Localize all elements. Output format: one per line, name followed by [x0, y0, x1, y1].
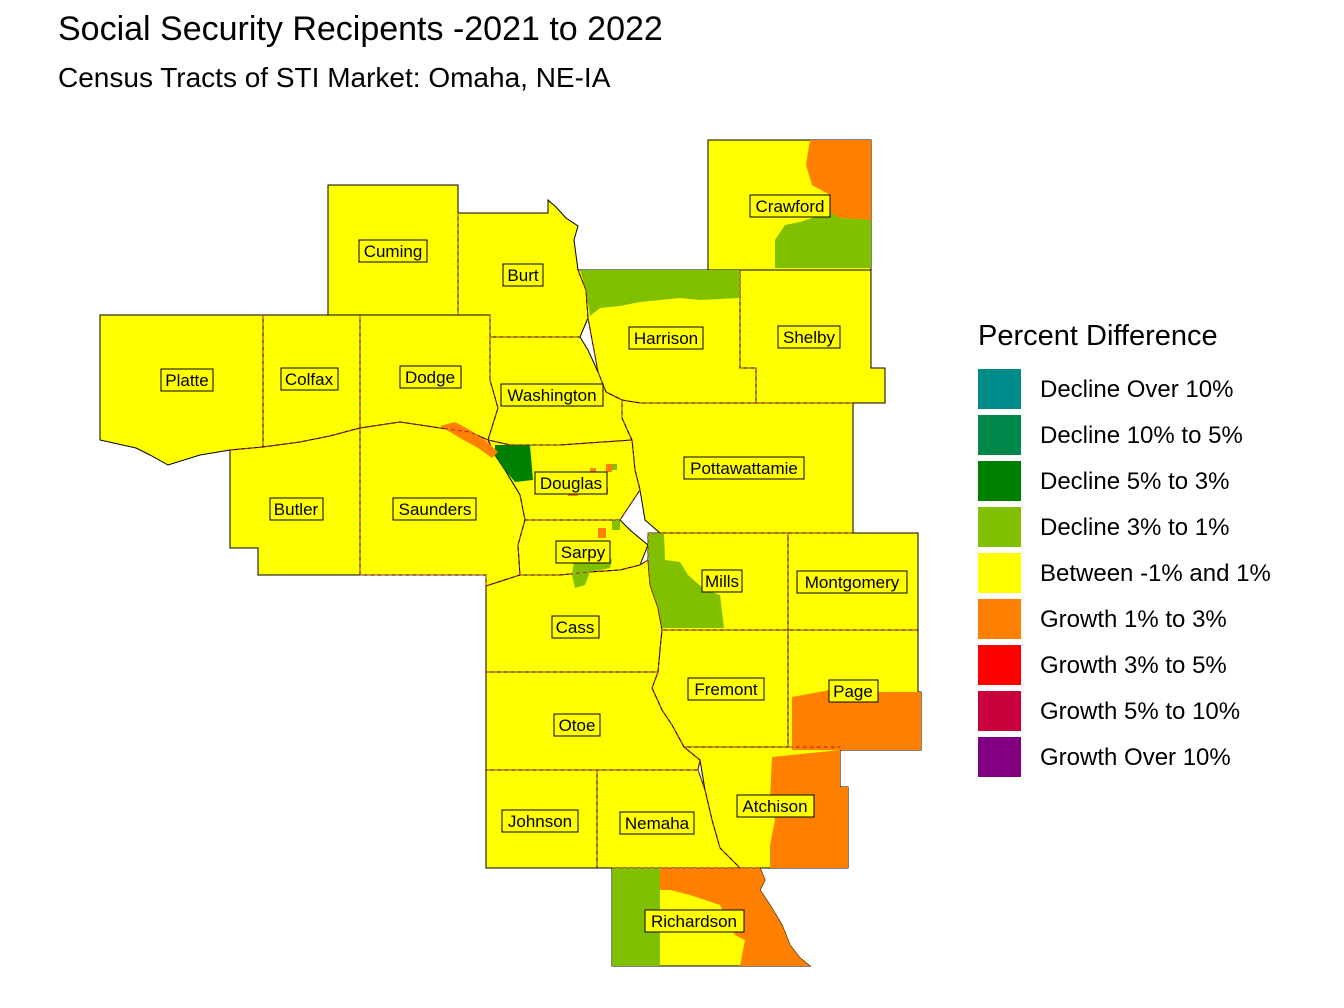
legend-label: Growth 3% to 5%	[1040, 652, 1227, 679]
legend-swatch	[978, 598, 1021, 642]
legend-swatch	[978, 690, 1021, 734]
legend-label: Growth Over 10%	[1040, 744, 1231, 771]
svg-text:Nemaha: Nemaha	[625, 814, 690, 833]
tract-growth-page	[792, 690, 921, 750]
legend-label: Decline Over 10%	[1040, 376, 1234, 403]
tract-decline-mills	[648, 533, 724, 628]
county-label-harrison: Harrison	[628, 326, 704, 350]
svg-text:Cass: Cass	[556, 618, 595, 637]
svg-text:Montgomery: Montgomery	[805, 573, 900, 592]
svg-text:Pottawattamie: Pottawattamie	[690, 459, 798, 478]
tract-growth-douglas-3	[606, 464, 612, 472]
svg-text:Crawford: Crawford	[756, 197, 825, 216]
county-label-cuming: Cuming	[358, 239, 428, 263]
tract-growth-sarpy	[598, 528, 606, 538]
map-title: Social Security Recipents -2021 to 2022	[58, 10, 663, 48]
svg-text:Fremont: Fremont	[694, 680, 758, 699]
svg-text:Sarpy: Sarpy	[561, 543, 606, 562]
county-label-burt: Burt	[502, 263, 544, 287]
legend-item: Growth 5% to 10%	[978, 689, 1271, 735]
legend-item: Growth 1% to 3%	[978, 597, 1271, 643]
legend-swatch	[978, 552, 1021, 596]
svg-text:Platte: Platte	[165, 371, 208, 390]
legend-swatch	[978, 736, 1021, 780]
county-label-fremont: Fremont	[687, 677, 765, 701]
svg-text:Saunders: Saunders	[399, 500, 472, 519]
county-label-richardson: Richardson	[644, 909, 745, 933]
county-label-platte: Platte	[160, 368, 214, 392]
legend-item: Between -1% and 1%	[978, 551, 1271, 597]
svg-text:Otoe: Otoe	[559, 716, 596, 735]
svg-text:Dodge: Dodge	[405, 368, 455, 387]
choropleth-map: Crawford Cuming Burt Harrison Shelby Pla…	[99, 139, 922, 967]
tract-decline-crawford	[775, 212, 871, 268]
tract-decline-douglas-3	[612, 520, 620, 530]
legend-label: Decline 5% to 3%	[1040, 468, 1230, 495]
svg-text:Washington: Washington	[507, 386, 596, 405]
svg-text:Colfax: Colfax	[285, 370, 334, 389]
legend-item: Decline 5% to 3%	[978, 459, 1271, 505]
county-label-montgomery: Montgomery	[796, 570, 908, 594]
county-label-colfax: Colfax	[280, 367, 339, 391]
svg-text:Page: Page	[833, 682, 873, 701]
svg-text:Shelby: Shelby	[783, 328, 835, 347]
legend-label: Between -1% and 1%	[1040, 560, 1271, 587]
legend: Percent Difference Decline Over 10% Decli…	[978, 320, 1271, 781]
svg-text:Butler: Butler	[274, 500, 319, 519]
county-label-shelby: Shelby	[777, 325, 841, 349]
county-label-nemaha: Nemaha	[619, 811, 695, 835]
tract-decline-douglas	[495, 445, 533, 482]
tract-growth-elkhorn-river	[440, 422, 498, 458]
legend-swatch	[978, 460, 1021, 504]
county-label-johnson: Johnson	[501, 809, 579, 833]
tract-growth-crawford	[806, 140, 871, 220]
tract-decline-harrison	[580, 270, 740, 316]
county-label-washington: Washington	[500, 383, 604, 407]
svg-text:Cuming: Cuming	[364, 242, 423, 261]
legend-title: Percent Difference	[978, 320, 1218, 352]
svg-text:Mills: Mills	[705, 572, 739, 591]
county-label-crawford: Crawford	[749, 194, 831, 218]
county-label-atchison: Atchison	[736, 794, 815, 818]
svg-text:Douglas: Douglas	[540, 474, 602, 493]
county-label-cass: Cass	[551, 615, 600, 639]
legend-swatch	[978, 644, 1021, 688]
county-label-butler: Butler	[269, 497, 324, 521]
county-label-pottawattamie: Pottawattamie	[683, 456, 805, 480]
tract-decline-richardson	[612, 868, 660, 966]
tract-decline-douglas-2	[612, 464, 617, 470]
svg-text:Burt: Burt	[507, 266, 538, 285]
legend-swatch	[978, 368, 1021, 412]
svg-text:Johnson: Johnson	[508, 812, 572, 831]
legend-swatch	[978, 506, 1021, 550]
legend-label: Decline 10% to 5%	[1040, 422, 1243, 449]
county-label-page: Page	[828, 679, 879, 703]
legend-label: Decline 3% to 1%	[1040, 514, 1230, 541]
legend-label: Growth 1% to 3%	[1040, 606, 1227, 633]
legend-label: Growth 5% to 10%	[1040, 698, 1241, 725]
county-label-otoe: Otoe	[553, 713, 601, 737]
county-label-mills: Mills	[701, 569, 743, 593]
legend-item: Growth Over 10%	[978, 735, 1271, 781]
svg-text:Harrison: Harrison	[634, 329, 698, 348]
svg-text:Atchison: Atchison	[742, 797, 807, 816]
svg-text:Richardson: Richardson	[651, 912, 737, 931]
legend-item: Growth 3% to 5%	[978, 643, 1271, 689]
county-label-saunders: Saunders	[392, 497, 477, 521]
legend-items: Decline Over 10% Decline 10% to 5% Decline…	[978, 367, 1271, 781]
map-subtitle: Census Tracts of STI Market: Omaha, NE-I…	[58, 62, 611, 93]
legend-item: Decline 3% to 1%	[978, 505, 1271, 551]
county-label-dodge: Dodge	[399, 365, 462, 389]
legend-item: Decline 10% to 5%	[978, 413, 1271, 459]
county-label-sarpy: Sarpy	[555, 540, 611, 564]
legend-swatch	[978, 414, 1021, 458]
county-label-douglas: Douglas	[534, 471, 608, 495]
legend-item: Decline Over 10%	[978, 367, 1271, 413]
